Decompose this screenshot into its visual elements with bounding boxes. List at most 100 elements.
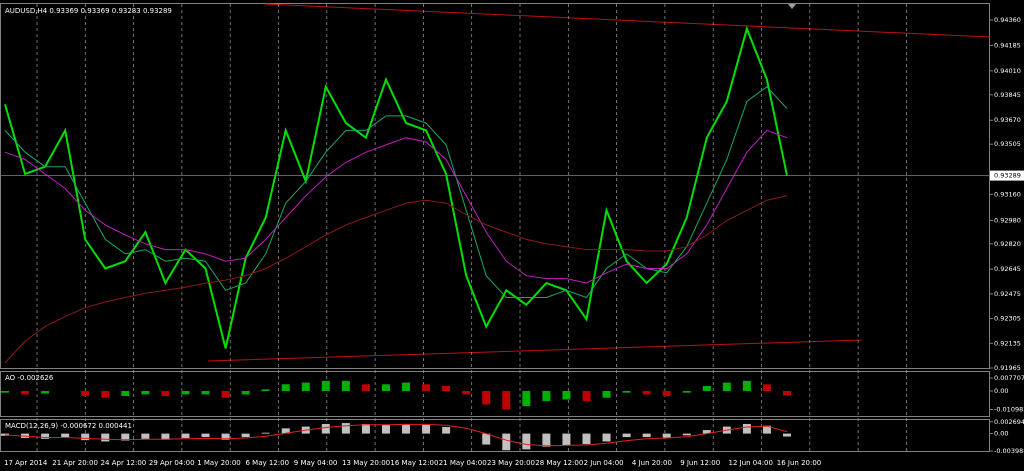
x-tick-label: 4 Jun 20:00: [632, 459, 672, 467]
price-line: [4, 25, 788, 349]
macd-bar: [582, 433, 591, 445]
ao-bar: [221, 390, 230, 398]
ao-bar: [562, 390, 571, 400]
macd-bar: [361, 423, 370, 434]
macd-bar: [402, 423, 411, 434]
y-tick-label: 0.92305: [994, 315, 1021, 323]
y-tick-label: 0.94360: [994, 16, 1021, 24]
ao-bar: [542, 390, 551, 402]
ao-bar: [742, 380, 751, 391]
macd-bar: [442, 427, 451, 434]
macd-bar: [742, 423, 751, 434]
y-tick-label: 0.93160: [994, 190, 1021, 198]
ao-bar: [241, 390, 250, 395]
macd-bar: [321, 423, 330, 434]
signal-line: [4, 423, 788, 447]
macd-bar: [702, 430, 711, 434]
panel-title: MACD(12,26,9) -0.000672 0.000441: [5, 422, 132, 430]
x-tick-label: 29 Apr 04:00: [149, 459, 195, 467]
ao-bar: [702, 385, 711, 391]
x-tick-label: 6 May 12:00: [246, 459, 290, 467]
macd-bar: [121, 433, 130, 441]
macd-bar: [522, 433, 531, 450]
y-tick-label: 0.94185: [994, 41, 1021, 49]
ao-bar: [101, 390, 110, 398]
macd-bar: [542, 433, 551, 447]
ao-bar: [502, 390, 511, 410]
shift-marker: [788, 4, 796, 9]
y-tick-label: 0.91965: [994, 364, 1021, 372]
x-tick-label: 21 May 04:00: [439, 459, 487, 467]
y-tick-label: 0.00: [994, 387, 1008, 395]
ao-bar: [81, 390, 90, 397]
ao-bar: [381, 384, 390, 391]
y-tick-label: 0.92135: [994, 339, 1021, 347]
price-line: [4, 195, 788, 364]
price-line: [4, 129, 788, 284]
macd-bar: [762, 425, 771, 434]
y-tick-label: 0.00: [994, 430, 1008, 438]
ao-bar: [783, 390, 791, 396]
macd-bar: [221, 433, 230, 440]
macd-bar: [81, 433, 90, 441]
y-tick-label: 0.007707: [994, 374, 1024, 382]
ao-bar: [141, 390, 150, 395]
ao-bar: [41, 390, 50, 394]
x-tick-label: 1 May 20:00: [197, 459, 241, 467]
ao-bar: [181, 390, 190, 395]
macd-bar: [101, 433, 110, 442]
macd-bar: [662, 433, 671, 438]
y-tick-label: 0.92645: [994, 265, 1021, 273]
ao-bar: [762, 384, 771, 391]
ao-bar: [321, 380, 330, 391]
x-tick-label: 9 Jun 12:00: [680, 459, 720, 467]
macd-bar: [602, 433, 611, 442]
ao-bar: [582, 390, 591, 402]
ao-bar: [462, 390, 471, 395]
macd-bar: [341, 423, 350, 434]
ao-bar: [201, 390, 210, 395]
macd-bar: [422, 424, 431, 434]
ao-frame: [0, 371, 990, 417]
ao-bar: [21, 390, 30, 395]
ao-bar: [422, 384, 431, 391]
x-tick-label: 21 Apr 20:00: [52, 459, 98, 467]
price-line: [4, 86, 788, 299]
y-tick-label: 0.002694: [994, 418, 1024, 426]
ao-bar: [261, 389, 270, 391]
y-tick-label: 0.93670: [994, 116, 1021, 124]
ao-bar: [281, 384, 290, 391]
macd-bar: [201, 433, 210, 438]
macd-bar: [61, 433, 70, 438]
ao-bar: [402, 382, 411, 391]
macd-bar: [783, 433, 791, 437]
x-tick-label: 9 May 04:00: [294, 459, 338, 467]
ao-bar: [602, 390, 611, 398]
macd-bar: [682, 433, 691, 436]
ao-bar: [522, 390, 531, 407]
trend-line: [207, 339, 863, 362]
ao-bar: [662, 390, 671, 397]
x-tick-label: 12 Jun 04:00: [729, 459, 773, 467]
x-tick-label: 28 May 12:00: [535, 459, 583, 467]
macd-bar: [41, 433, 50, 439]
macd-bar: [1, 433, 9, 436]
macd-bar: [562, 433, 571, 445]
y-tick-label: -0.003988: [994, 447, 1024, 455]
macd-bar: [181, 433, 190, 438]
x-tick-label: 23 May 20:00: [487, 459, 535, 467]
main-frame: [0, 3, 990, 369]
macd-bar: [141, 433, 150, 439]
y-tick-label: 0.92475: [994, 290, 1021, 298]
ao-bar: [622, 390, 631, 393]
panel-title: AUDUSD,H4 0.93369 0.93369 0.93283 0.9328…: [5, 7, 172, 15]
macd-bar: [622, 433, 631, 438]
x-tick-label: 16 Jun 20:00: [777, 459, 821, 467]
ao-bar: [442, 385, 451, 391]
macd-bar: [502, 433, 511, 451]
current-price-box: [990, 170, 1024, 181]
y-tick-label: 0.94010: [994, 67, 1021, 75]
ao-bar: [722, 382, 731, 391]
